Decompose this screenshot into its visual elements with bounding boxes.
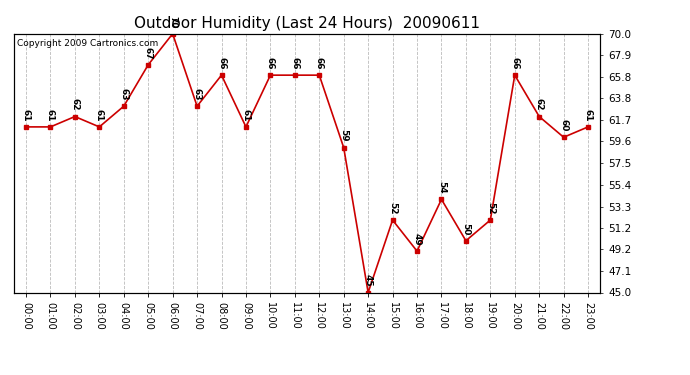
- Text: 66: 66: [315, 57, 324, 70]
- Text: 61: 61: [46, 109, 55, 122]
- Text: 50: 50: [462, 223, 471, 235]
- Text: 52: 52: [388, 202, 397, 214]
- Text: 61: 61: [584, 109, 593, 122]
- Text: 70: 70: [168, 16, 177, 28]
- Text: 62: 62: [70, 99, 79, 111]
- Text: 54: 54: [437, 181, 446, 194]
- Text: 60: 60: [559, 119, 568, 132]
- Text: 61: 61: [241, 109, 250, 122]
- Title: Outdoor Humidity (Last 24 Hours)  20090611: Outdoor Humidity (Last 24 Hours) 2009061…: [134, 16, 480, 31]
- Text: 45: 45: [364, 274, 373, 287]
- Text: 49: 49: [413, 233, 422, 246]
- Text: Copyright 2009 Cartronics.com: Copyright 2009 Cartronics.com: [17, 39, 158, 48]
- Text: 52: 52: [486, 202, 495, 214]
- Text: 63: 63: [193, 88, 201, 101]
- Text: 67: 67: [144, 46, 152, 59]
- Text: 66: 66: [290, 57, 299, 70]
- Text: 61: 61: [95, 109, 103, 122]
- Text: 63: 63: [119, 88, 128, 101]
- Text: 62: 62: [535, 99, 544, 111]
- Text: 66: 66: [217, 57, 226, 70]
- Text: 66: 66: [511, 57, 520, 70]
- Text: 66: 66: [266, 57, 275, 70]
- Text: 61: 61: [21, 109, 30, 122]
- Text: 59: 59: [339, 129, 348, 142]
